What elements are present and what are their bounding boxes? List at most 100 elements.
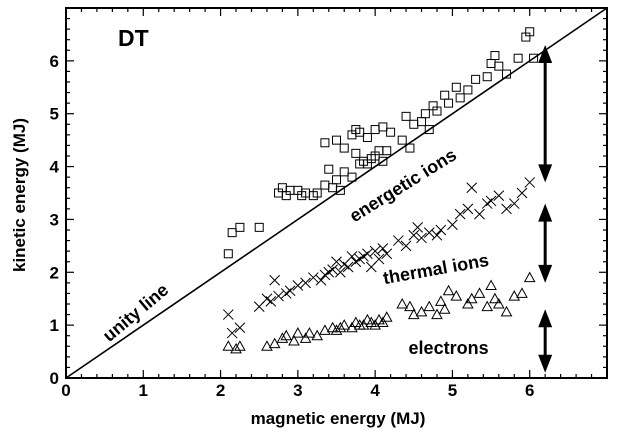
- data-point-square: [401, 111, 411, 121]
- data-point-square: [494, 61, 504, 71]
- range-arrows: [538, 45, 553, 373]
- data-point-square: [397, 135, 407, 145]
- data-point-cross: [284, 285, 296, 297]
- arrow-head-up: [538, 309, 553, 328]
- data-point-cross: [474, 208, 485, 220]
- y-tick-label: 2: [50, 263, 59, 282]
- data-point-cross: [435, 224, 447, 236]
- data-point-square: [409, 119, 419, 129]
- data-point-cross: [493, 190, 505, 201]
- data-point-square: [370, 125, 380, 135]
- data-point-cross: [327, 264, 338, 275]
- data-point-triangle: [338, 319, 351, 330]
- axis-ticks: 0 1 2 3 4 5 6 0 1 2 3 4 5 6: [50, 7, 608, 400]
- y-tick-label: 5: [50, 105, 59, 124]
- y-tick-label: 6: [50, 52, 59, 71]
- data-point-square: [463, 85, 473, 95]
- y-axis-title: kinetic energy (MJ): [10, 118, 29, 272]
- y-tick-label: 1: [50, 316, 59, 335]
- data-point-cross: [300, 277, 311, 289]
- data-point-cross: [416, 232, 427, 244]
- data-point-triangle: [500, 305, 513, 317]
- annotation-label: thermal ions: [381, 250, 490, 288]
- data-point-square: [471, 74, 481, 84]
- data-point-triangle: [396, 297, 409, 309]
- data-point-cross: [273, 290, 284, 302]
- data-point-triangle: [276, 332, 289, 343]
- data-point-cross: [362, 248, 373, 260]
- data-point-triangle: [234, 340, 246, 351]
- double-arrow: [538, 45, 553, 183]
- data-point-cross: [269, 274, 281, 286]
- data-point-square: [444, 98, 454, 108]
- panel-label: DT: [118, 25, 149, 51]
- data-point-triangle: [377, 316, 389, 327]
- data-point-square: [455, 93, 465, 103]
- data-point-triangle: [465, 292, 478, 304]
- data-point-triangle: [334, 321, 347, 333]
- data-point-cross: [373, 253, 385, 265]
- arrow-head-down: [538, 164, 553, 183]
- x-tick-label: 4: [370, 381, 380, 400]
- data-point-square: [254, 222, 264, 232]
- data-point-cross: [292, 280, 304, 291]
- data-point-triangle: [431, 308, 443, 320]
- data-point-triangle: [508, 290, 521, 301]
- data-point-square: [355, 127, 365, 137]
- data-point-triangle: [404, 300, 416, 312]
- data-point-cross: [412, 222, 424, 233]
- data-point-triangle: [280, 329, 293, 341]
- data-point-triangle: [450, 290, 463, 301]
- data-point-square: [223, 249, 233, 259]
- data-point-square: [332, 175, 341, 185]
- data-point-triangle: [442, 284, 455, 296]
- data-point-triangle: [303, 327, 316, 338]
- data-point-cross: [423, 227, 435, 238]
- data-point-square: [490, 51, 500, 61]
- annotation-label: energetic ions: [346, 144, 460, 226]
- x-tick-label: 2: [216, 381, 225, 400]
- data-point-cross: [400, 240, 412, 252]
- arrow-head-down: [538, 354, 553, 373]
- series-thermal-ions: [222, 177, 536, 339]
- data-point-cross: [508, 198, 520, 209]
- data-point-square: [378, 122, 388, 132]
- data-point-square: [320, 180, 330, 190]
- data-point-triangle: [485, 279, 497, 290]
- data-point-triangle: [288, 334, 300, 346]
- plot-border: [65, 7, 608, 379]
- data-point-cross: [462, 203, 474, 215]
- data-point-square: [451, 82, 461, 92]
- series-electrons: [222, 271, 536, 354]
- x-tick-label: 0: [61, 381, 70, 400]
- data-point-triangle: [357, 319, 370, 330]
- data-point-square: [347, 172, 357, 182]
- data-point-triangle: [292, 327, 304, 338]
- data-point-square: [382, 146, 392, 156]
- data-point-triangle: [516, 287, 528, 298]
- x-tick-label: 6: [525, 381, 534, 400]
- data-point-square: [339, 143, 349, 153]
- data-point-cross: [335, 266, 346, 278]
- data-point-triangle: [438, 303, 451, 314]
- data-point-triangle: [222, 340, 235, 351]
- data-point-triangle: [492, 297, 505, 309]
- y-tick-label: 4: [50, 158, 60, 177]
- data-point-cross: [342, 261, 354, 273]
- data-point-triangle: [346, 321, 358, 333]
- plot-frame: [65, 7, 608, 379]
- data-point-square: [482, 72, 492, 82]
- data-point-square: [320, 138, 330, 148]
- x-tick-label: 5: [448, 381, 457, 400]
- data-point-cross: [369, 245, 381, 257]
- data-point-square: [529, 53, 539, 63]
- data-point-square: [335, 185, 345, 195]
- data-point-cross: [226, 327, 238, 339]
- data-point-cross: [454, 208, 466, 220]
- data-point-cross: [516, 187, 528, 199]
- data-point-triangle: [330, 324, 343, 335]
- data-point-cross: [346, 251, 358, 262]
- annotation-label: electrons: [409, 338, 489, 358]
- arrow-head-up: [538, 45, 553, 63]
- data-point-triangle: [423, 300, 436, 312]
